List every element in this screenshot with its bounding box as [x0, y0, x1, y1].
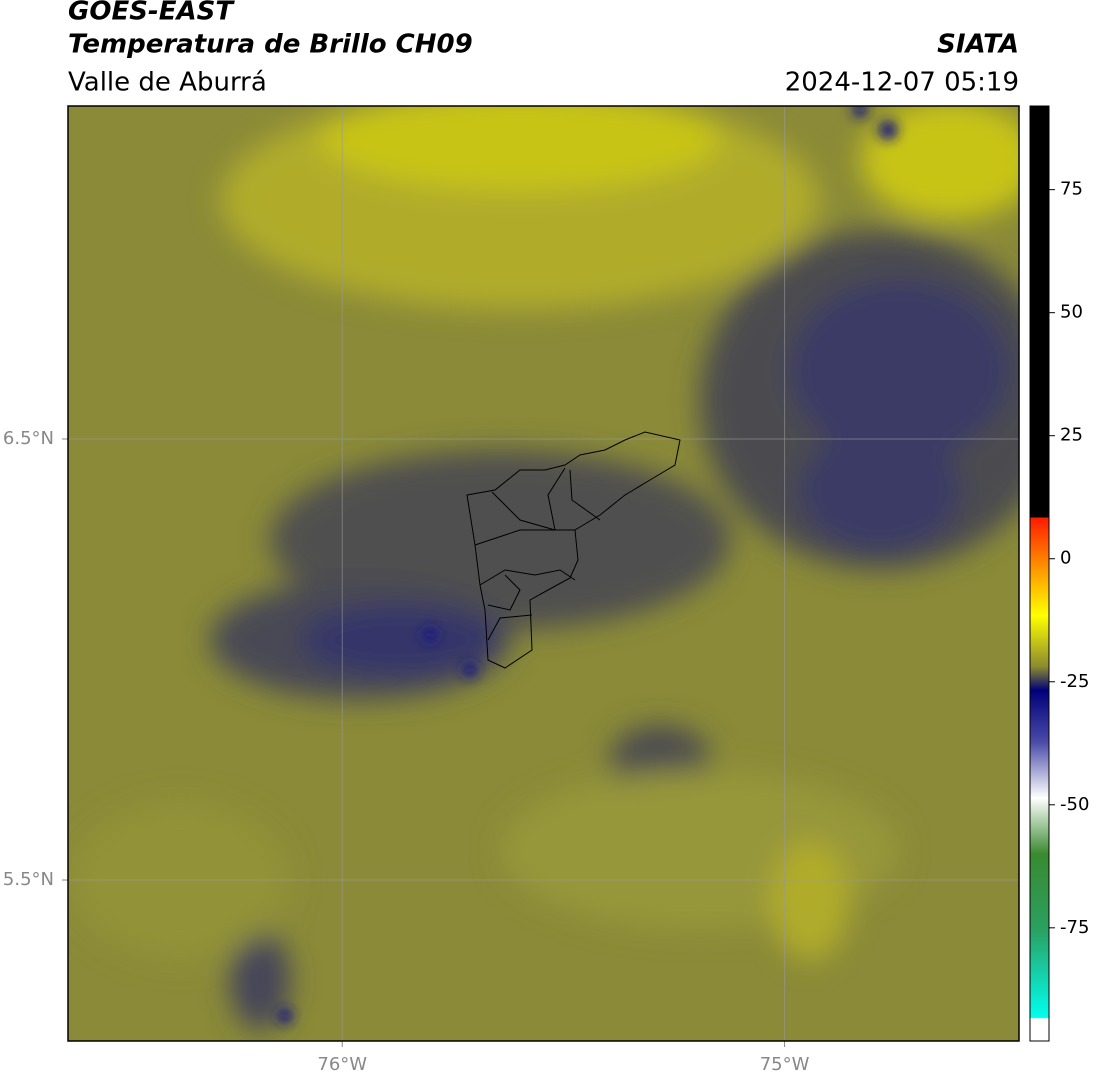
- datetime: 2024-12-07 05:19: [785, 68, 1019, 98]
- y-tick-label: 6.5°N: [3, 428, 54, 449]
- colorbar-tick-label: 0: [1060, 548, 1071, 569]
- y-tick-label: 5.5°N: [3, 869, 54, 890]
- colorbar-tick-label: 50: [1060, 302, 1083, 323]
- x-tick-label: 75°W: [760, 1054, 810, 1075]
- x-tick-label: 76°W: [317, 1054, 367, 1075]
- map-frame: [67, 105, 1020, 1042]
- colorbar-tick-label: -50: [1060, 794, 1089, 815]
- colorbar-tick-label: -25: [1060, 671, 1089, 692]
- colorbar-tick-label: 25: [1060, 425, 1083, 446]
- colorbar-tick-label: 75: [1060, 179, 1083, 200]
- map-field: [68, 106, 1019, 1041]
- subtitle: Temperatura de Brillo CH09: [68, 30, 473, 60]
- region: Valle de Aburrá: [68, 68, 267, 98]
- municipal-boundaries: [466, 431, 681, 669]
- grid: 76°W 75°W 6.5°N 5.5°N: [3, 106, 1019, 1075]
- title: GOES-EAST: [68, 0, 235, 27]
- colorbar-tick-label: -75: [1060, 917, 1089, 938]
- colorbar-ticks: 75 50 25 0 -25 -50 -75: [1049, 179, 1089, 938]
- colorbar: [1029, 105, 1050, 1042]
- source: SIATA: [937, 30, 1019, 60]
